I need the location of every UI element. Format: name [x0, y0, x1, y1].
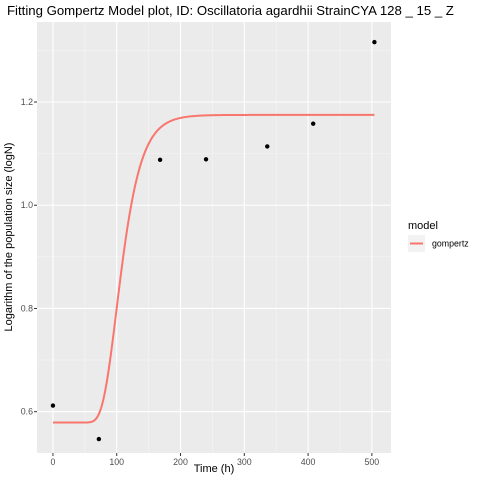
grid-minor	[37, 22, 391, 453]
data-point	[265, 144, 270, 149]
legend-title: model	[408, 220, 438, 232]
x-tick-label: 300	[237, 457, 252, 467]
data-point	[203, 157, 209, 162]
legend-label: gompertz	[432, 239, 469, 249]
x-tick-label: 0	[50, 457, 55, 467]
data-point	[157, 157, 163, 163]
x-axis-label: Time (h)	[194, 463, 235, 475]
series-line-gompertz	[52, 113, 375, 424]
x-axis-ticks: 0 100 200 300 400 500	[50, 453, 379, 467]
chart-title: Fitting Gompertz Model plot, ID: Oscilla…	[7, 3, 454, 18]
y-tick-label: 1.0	[21, 200, 33, 210]
data-point	[96, 436, 102, 442]
y-axis-ticks: 0.6 0.8 1.0 1.2	[21, 97, 37, 417]
plot-panel	[37, 22, 391, 453]
data-point	[372, 39, 377, 45]
y-tick-label: 0.8	[21, 303, 33, 313]
x-tick-label: 200	[173, 457, 188, 467]
x-tick-label: 100	[109, 457, 124, 467]
y-tick-label: 1.2	[21, 97, 33, 107]
legend: model gompertz	[408, 220, 469, 252]
data-points	[50, 39, 377, 442]
series-lines	[52, 113, 375, 424]
x-tick-label: 500	[365, 457, 380, 467]
grid-major	[37, 22, 391, 453]
x-tick-label: 400	[301, 457, 316, 467]
data-point	[310, 121, 316, 126]
data-point	[50, 403, 56, 408]
legend-entries: gompertz	[408, 235, 469, 252]
y-axis-label: Logarithm of the population size (logN)	[3, 143, 15, 332]
y-tick-label: 0.6	[21, 407, 33, 417]
